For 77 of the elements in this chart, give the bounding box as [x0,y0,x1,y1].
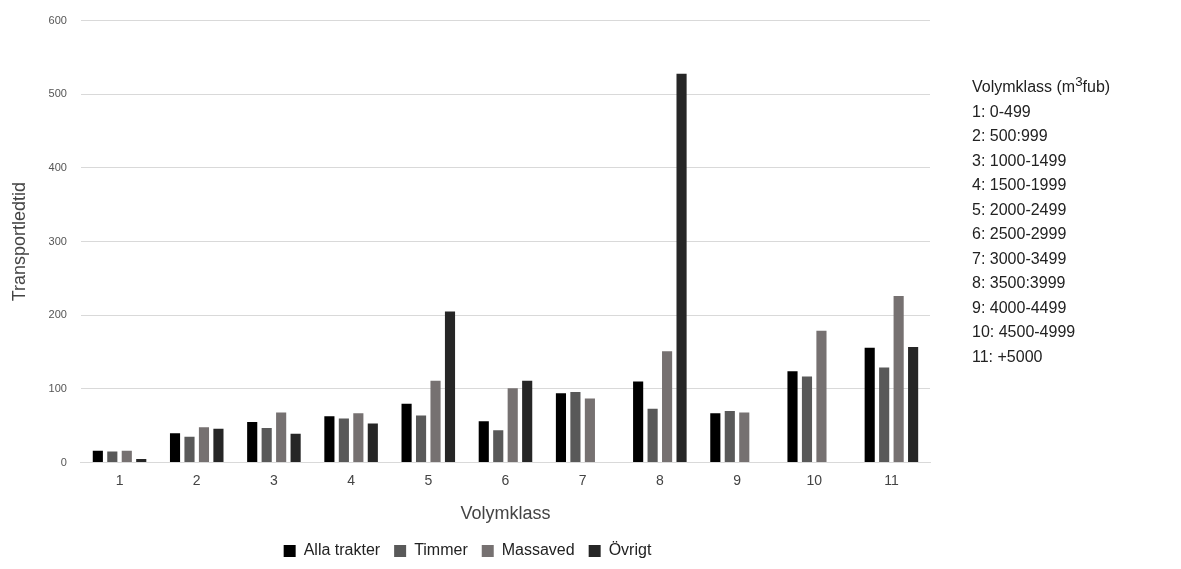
bar [184,436,195,463]
bar [367,423,378,463]
x-tick-label: 7 [578,471,587,488]
bar [816,330,827,463]
bar [864,347,875,463]
bar [169,433,181,463]
bar [430,380,441,463]
x-axis-title: Volymklass [460,503,551,524]
bar [401,403,412,463]
bar [724,411,735,463]
legend-label: Alla trakter [303,541,381,559]
y-tick-label: 600 [48,13,67,26]
y-tick-label: 200 [48,308,67,321]
bar [338,418,349,463]
bar [801,376,813,463]
x-tick-label: 8 [655,471,664,488]
x-tick-label: 4 [347,471,356,488]
text: 11: +5000 [972,346,1044,367]
x-tick-label: 5 [424,471,433,488]
bar [198,427,210,463]
bar [893,296,904,463]
legend-label: Övrigt [608,541,652,559]
bar [261,427,272,463]
bar [647,408,658,463]
bar [478,421,489,463]
bar [633,381,644,463]
bar [676,73,687,463]
text: 1: 0-499 [972,101,1032,122]
x-tick-label: 3 [270,471,279,488]
x-tick-label: 6 [501,471,510,488]
y-tick-label: 500 [48,87,67,100]
x-tick-label: 11 [884,471,899,488]
bar [121,450,132,463]
bar [415,415,427,463]
text: 5: 2000-2499 [972,199,1068,220]
x-tick-label: 9 [733,471,742,488]
bar [444,311,456,463]
bar [507,388,518,463]
text: 3: 1000-1499 [972,150,1068,171]
x-tick-label: 1 [115,471,124,488]
bar [555,393,567,463]
bar [879,367,890,463]
text: 7: 3000-3499 [972,248,1068,269]
bar [710,413,721,463]
bar [908,346,919,463]
y-tick-label: 400 [48,160,67,173]
bar [570,391,581,463]
bar [324,416,335,463]
text: 9: 4000-4499 [972,297,1068,318]
bar [290,433,301,463]
bar [107,451,118,463]
text: 8: 3500:3999 [972,273,1067,294]
legend-label: Massaved [501,541,575,559]
text: 10: 4500-4999 [972,322,1077,343]
bar [787,371,798,463]
y-tick-label: 100 [48,381,67,394]
bar [522,380,533,463]
bar [739,412,750,463]
x-tick-label: 10 [806,471,823,488]
bar [584,398,595,463]
bar [247,422,258,463]
y-tick-label: 300 [48,234,67,247]
y-axis-title: Transportledtid [8,181,29,302]
text: Volymklass (m$^{3}$fub) [972,73,1111,98]
bar [276,412,287,463]
bar [493,430,504,463]
bar [92,450,103,463]
text: 6: 2500-2999 [972,224,1068,245]
bar [213,428,224,463]
bar [353,413,364,463]
bar [662,351,673,463]
bar [136,458,147,463]
legend-label: Timmer [414,541,469,559]
text: 2: 500:999 [972,126,1049,147]
x-tick-label: 2 [192,471,201,488]
text: 4: 1500-1999 [972,175,1068,196]
y-tick-label: 0 [60,455,67,468]
